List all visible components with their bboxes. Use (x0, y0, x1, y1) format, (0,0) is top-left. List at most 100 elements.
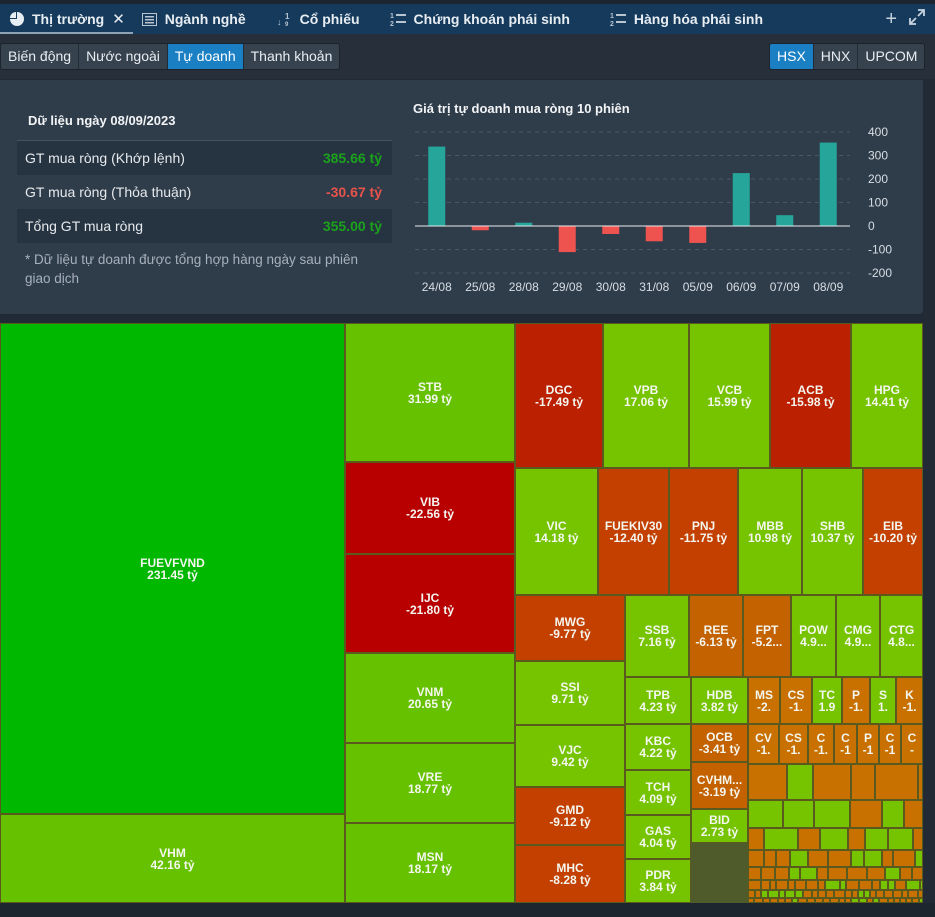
treemap-cell-vpb[interactable]: VPB 17.06 tỷ (603, 323, 689, 468)
treemap-cell-hdb[interactable]: HDB 3.82 tỷ (691, 677, 748, 724)
treemap-cell-small[interactable] (839, 898, 845, 903)
tab-nganh-nghe[interactable]: Ngành nghề (133, 4, 254, 34)
treemap-cell-small[interactable] (776, 880, 788, 890)
treemap-cell-c[interactable]: C -1 (834, 724, 857, 764)
treemap-cell-gmd[interactable]: GMD -9.12 tỷ (515, 787, 625, 845)
treemap-cell-small[interactable] (900, 898, 906, 903)
treemap-cell-small[interactable] (918, 764, 923, 800)
treemap-cell-pnj[interactable]: PNJ -11.75 tỷ (669, 468, 738, 595)
treemap-cell-small[interactable] (770, 898, 778, 903)
treemap-cell-small[interactable] (840, 880, 846, 890)
treemap-cell-small[interactable] (851, 898, 859, 903)
view-tab-tu-doanh[interactable]: Tự doanh (167, 44, 244, 69)
treemap-cell-small[interactable] (776, 850, 790, 867)
treemap-cell-cmg[interactable]: CMG 4.9... (836, 595, 880, 677)
treemap-cell-small[interactable] (879, 898, 888, 903)
exchange-upcom[interactable]: UPCOM (858, 44, 925, 69)
treemap-cell-small[interactable] (770, 880, 776, 890)
treemap-cell-ijc[interactable]: IJC -21.80 tỷ (345, 554, 515, 653)
treemap-cell-dgc[interactable]: DGC -17.49 tỷ (515, 323, 603, 468)
treemap-cell-small[interactable] (864, 890, 870, 898)
treemap-cell-small[interactable] (859, 898, 867, 903)
treemap-cell-vhm[interactable]: VHM 42.16 tỷ (0, 814, 345, 903)
bar-25/08[interactable] (471, 226, 489, 231)
treemap-cell-small[interactable] (865, 828, 888, 850)
close-icon[interactable]: ✕ (112, 11, 125, 28)
treemap-cell-vnm[interactable]: VNM 20.65 tỷ (345, 653, 515, 743)
treemap-cell-ms[interactable]: MS -2. (748, 677, 780, 724)
bar-05/09[interactable] (689, 226, 707, 243)
treemap-cell-small[interactable] (828, 867, 847, 880)
treemap-cell-small[interactable] (915, 850, 923, 867)
treemap-cell-small[interactable] (798, 898, 807, 903)
right-scrollbar[interactable] (923, 80, 935, 917)
treemap-cell-fuevfvnd[interactable]: FUEVFVND 231.45 tỷ (0, 323, 345, 814)
treemap-cell-small[interactable] (885, 867, 900, 880)
treemap-cell-ree[interactable]: REE -6.13 tỷ (689, 595, 743, 677)
treemap-cell-mbb[interactable]: MBB 10.98 tỷ (738, 468, 802, 595)
treemap-cell-small[interactable] (813, 764, 851, 800)
bar-29/08[interactable] (558, 226, 576, 253)
treemap-cell-small[interactable] (818, 890, 826, 898)
treemap-cell-small[interactable] (888, 828, 913, 850)
treemap-cell-ssi[interactable]: SSI 9.71 tỷ (515, 661, 625, 725)
treemap-cell-small[interactable] (814, 800, 850, 828)
treemap-cell-small[interactable] (764, 850, 776, 867)
treemap-cell-small[interactable] (847, 867, 867, 880)
treemap-cell-tch[interactable]: TCH 4.09 tỷ (625, 770, 691, 815)
treemap-cell-small[interactable] (851, 764, 875, 800)
treemap-cell-small[interactable] (870, 890, 876, 898)
treemap-cell-pow[interactable]: POW 4.9... (791, 595, 836, 677)
treemap-cell-small[interactable] (888, 898, 894, 903)
treemap-cell-small[interactable] (906, 880, 920, 890)
treemap-cell-s[interactable]: S 1. (870, 677, 896, 724)
treemap-cell-small[interactable] (900, 867, 912, 880)
treemap-cell-small[interactable] (912, 867, 923, 880)
bar-31/08[interactable] (645, 226, 663, 242)
treemap-cell-small[interactable] (795, 880, 806, 890)
treemap-cell-small[interactable] (748, 850, 764, 867)
treemap-cell-small[interactable] (792, 898, 798, 903)
treemap-cell-small[interactable] (904, 800, 923, 828)
treemap-cell-fpt[interactable]: FPT -5.2... (743, 595, 791, 677)
treemap-cell-small[interactable] (851, 850, 864, 867)
treemap-cell-small[interactable] (846, 880, 859, 890)
treemap-cell-small[interactable] (867, 867, 885, 880)
treemap-cell-small[interactable] (893, 890, 902, 898)
treemap-cell-small[interactable] (830, 898, 839, 903)
treemap-cell-small[interactable] (764, 828, 798, 850)
treemap-cell-small[interactable] (779, 890, 785, 898)
treemap-cell-small[interactable] (778, 898, 785, 903)
tab-co-phieu[interactable]: ↓ 1 9 Cổ phiếu (268, 4, 368, 34)
treemap-cell-small[interactable] (800, 867, 817, 880)
treemap-cell-small[interactable] (755, 890, 761, 898)
treemap-cell-small[interactable] (850, 800, 882, 828)
treemap-cell-small[interactable] (880, 880, 888, 890)
treemap-cell-small[interactable] (912, 898, 919, 903)
treemap-cell-small[interactable] (748, 890, 755, 898)
treemap-cell-small[interactable] (783, 800, 814, 828)
expand-icon[interactable] (909, 8, 925, 31)
treemap-cell-mwg[interactable]: MWG -9.77 tỷ (515, 595, 625, 661)
treemap-cell-small[interactable] (748, 828, 764, 850)
treemap-cell-small[interactable] (864, 850, 882, 867)
treemap-cell-small[interactable] (754, 898, 763, 903)
treemap-cell-small[interactable] (894, 898, 900, 903)
treemap-cell-small[interactable] (761, 880, 770, 890)
treemap-cell-eib[interactable]: EIB -10.20 tỷ (863, 468, 923, 595)
treemap-cell-tc[interactable]: TC 1.9 (812, 677, 842, 724)
treemap-cell-cs[interactable]: CS -1. (779, 724, 808, 764)
treemap-cell-small[interactable] (858, 890, 864, 898)
treemap-cell-small[interactable] (820, 828, 848, 850)
bar-06/09[interactable] (732, 173, 750, 226)
treemap-cell-small[interactable] (913, 828, 923, 850)
treemap-cell-small[interactable] (882, 800, 904, 828)
treemap-cell-small[interactable] (808, 850, 828, 867)
treemap-cell-tpb[interactable]: TPB 4.23 tỷ (625, 677, 691, 724)
treemap-cell-small[interactable] (763, 898, 770, 903)
treemap-cell-small[interactable] (788, 880, 795, 890)
treemap-cell-small[interactable] (884, 890, 893, 898)
treemap-cell-small[interactable] (803, 890, 812, 898)
treemap-cell-p[interactable]: P -1. (842, 677, 870, 724)
